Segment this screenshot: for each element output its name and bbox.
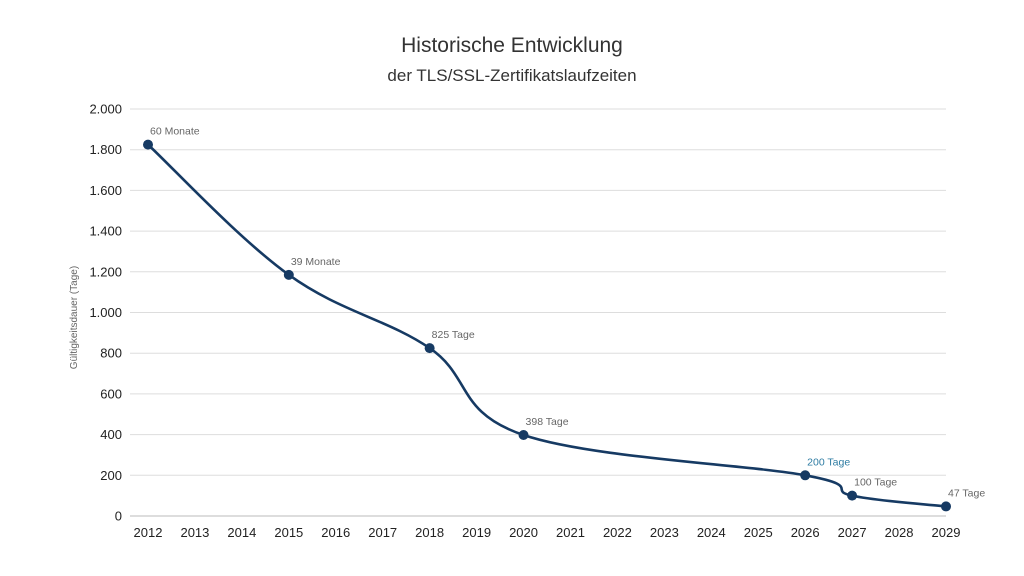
x-tick-label: 2025 bbox=[744, 525, 773, 540]
y-tick-label: 2.000 bbox=[89, 102, 122, 117]
x-tick-label: 2029 bbox=[932, 525, 961, 540]
x-tick-label: 2014 bbox=[227, 525, 256, 540]
data-point bbox=[143, 139, 153, 150]
data-point bbox=[800, 470, 811, 481]
x-tick-label: 2021 bbox=[556, 525, 585, 540]
x-tick-label: 2024 bbox=[697, 525, 726, 540]
y-tick-label: 400 bbox=[100, 427, 122, 442]
x-tick-label: 2027 bbox=[838, 525, 867, 540]
y-axis-label: Gültigkeitsdauer (Tage) bbox=[69, 266, 80, 369]
x-tick-label: 2015 bbox=[274, 525, 303, 540]
x-tick-label: 2019 bbox=[462, 525, 491, 540]
y-tick-label: 600 bbox=[100, 386, 122, 401]
y-tick-label: 1.000 bbox=[89, 305, 122, 320]
chart-subtitle: der TLS/SSL-Zertifikatslaufzeiten bbox=[387, 66, 637, 85]
chart-title: Historische Entwicklung bbox=[401, 34, 623, 57]
x-tick-label: 2028 bbox=[885, 525, 914, 540]
data-point bbox=[847, 490, 858, 501]
x-tick-label: 2013 bbox=[180, 525, 209, 540]
data-point bbox=[518, 430, 529, 441]
data-point bbox=[283, 269, 294, 280]
data-label: 60 Monate bbox=[150, 126, 200, 138]
series-line bbox=[146, 143, 948, 508]
x-tick-label: 2012 bbox=[134, 525, 163, 540]
y-tick-label: 1.600 bbox=[89, 183, 122, 198]
y-tick-label: 200 bbox=[100, 468, 122, 483]
y-tick-label: 1.400 bbox=[89, 224, 122, 239]
data-label: 39 Monate bbox=[291, 256, 341, 268]
x-tick-label: 2020 bbox=[509, 525, 538, 540]
y-tick-label: 1.800 bbox=[89, 142, 122, 157]
data-point bbox=[424, 343, 435, 354]
y-tick-label: 1.200 bbox=[89, 264, 122, 279]
x-tick-label: 2026 bbox=[791, 525, 820, 540]
x-tick-label: 2022 bbox=[603, 525, 632, 540]
data-label: 825 Tage bbox=[432, 329, 475, 341]
data-label: 47 Tage bbox=[948, 487, 985, 499]
data-label: 398 Tage bbox=[526, 416, 569, 428]
data-label: 200 Tage bbox=[807, 456, 850, 468]
x-tick-label: 2016 bbox=[321, 525, 350, 540]
y-tick-label: 800 bbox=[100, 346, 122, 361]
y-tick-label: 0 bbox=[115, 509, 122, 524]
data-point bbox=[941, 501, 951, 512]
data-label: 100 Tage bbox=[854, 477, 897, 489]
x-tick-label: 2017 bbox=[368, 525, 397, 540]
x-tick-label: 2018 bbox=[415, 525, 444, 540]
x-tick-label: 2023 bbox=[650, 525, 679, 540]
